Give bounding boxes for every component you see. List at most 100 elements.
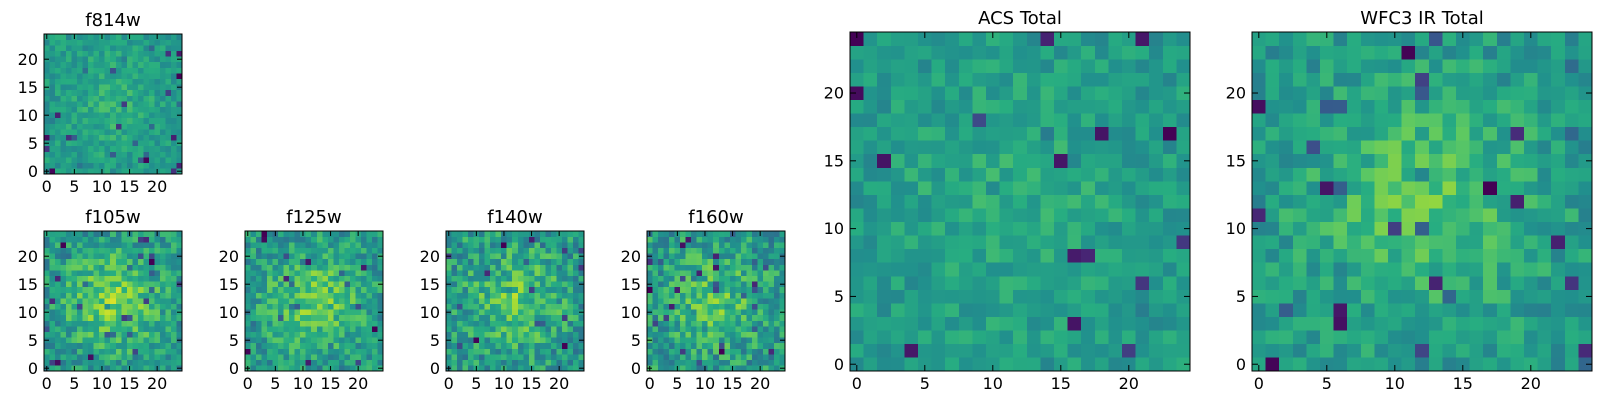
heatmap-cell [115, 162, 122, 169]
heatmap-cell [1081, 343, 1095, 358]
heatmap-cell [1388, 357, 1402, 372]
heatmap-cell [176, 247, 183, 254]
heatmap-cell [850, 248, 864, 263]
heatmap-cell [1279, 99, 1293, 114]
heatmap-cell [523, 343, 529, 349]
heatmap-cell [517, 247, 524, 254]
heatmap-cell [1149, 289, 1163, 304]
heatmap-cell [768, 326, 775, 332]
heatmap-cell [484, 359, 491, 366]
heatmap-cell [1122, 167, 1136, 182]
heatmap-cell [457, 309, 463, 316]
heatmap-cell [121, 162, 127, 169]
heatmap-cell [256, 264, 262, 271]
heatmap-cell [1149, 140, 1163, 155]
heatmap-cell [148, 162, 155, 169]
heatmap-cell [60, 331, 67, 338]
heatmap-cell [479, 331, 485, 338]
heatmap-cell [82, 326, 89, 332]
heatmap-cell [702, 359, 708, 366]
heatmap-cell [740, 354, 747, 360]
heatmap-cell [523, 326, 529, 332]
heatmap-cell [669, 337, 675, 344]
heatmap-cell [904, 303, 919, 317]
heatmap-cell [49, 343, 56, 349]
heatmap-cell [484, 354, 491, 360]
heatmap-cell [757, 281, 764, 288]
heatmap-cell [1442, 126, 1457, 141]
heatmap-cell [561, 354, 568, 360]
heatmap-cell [1428, 194, 1443, 209]
heatmap-cell [1054, 221, 1068, 236]
heatmap-cell [1360, 316, 1375, 331]
heatmap-cell [877, 181, 891, 195]
heatmap-cell [1176, 167, 1191, 182]
heatmap-cell [88, 281, 94, 288]
heatmap-cell [66, 123, 72, 130]
heatmap-cell [556, 242, 563, 248]
heatmap-cell [88, 365, 94, 372]
heatmap-cell [1135, 276, 1150, 290]
heatmap-cell [154, 45, 161, 51]
heatmap-cell [462, 326, 469, 332]
heatmap-cell [512, 320, 518, 327]
heatmap-cell [115, 287, 122, 293]
heatmap-cell [468, 270, 474, 276]
heatmap-cell [468, 337, 474, 344]
heatmap-cell [468, 303, 474, 310]
heatmap-cell [528, 320, 535, 327]
heatmap-cell [49, 309, 56, 316]
chart-title-f140w: f140w [487, 207, 542, 228]
heatmap-cell [1483, 208, 1497, 223]
heatmap-cell [663, 309, 670, 316]
heatmap-cell [143, 337, 150, 344]
heatmap-cell [55, 320, 61, 327]
heatmap-cell [1067, 113, 1082, 128]
heatmap-cell [691, 247, 697, 254]
heatmap-cell [165, 287, 172, 293]
heatmap-cell [121, 365, 127, 372]
heatmap-cell [1347, 194, 1361, 209]
heatmap-cell [159, 84, 166, 91]
heatmap-cell [718, 292, 725, 299]
heatmap-cell [355, 287, 362, 293]
heatmap-cell [261, 315, 268, 321]
heatmap-cell [77, 129, 83, 135]
heatmap-cell [344, 264, 351, 271]
heatmap-cell [176, 73, 183, 79]
heatmap-cell [1067, 330, 1082, 345]
heatmap-cell [338, 303, 345, 310]
heatmap-cell [1510, 72, 1525, 87]
heatmap-cell [170, 259, 177, 265]
heatmap-cell [311, 365, 317, 372]
heatmap-cell [278, 264, 284, 271]
heatmap-cell [702, 337, 708, 344]
heatmap-cell [82, 298, 89, 304]
heatmap-cell [904, 343, 919, 358]
heatmap-cell [972, 248, 987, 263]
heatmap-cell [1360, 262, 1375, 277]
heatmap-cell [1401, 262, 1416, 277]
heatmap-cell [850, 221, 864, 236]
heatmap-cell [1442, 276, 1457, 290]
heatmap-cell [1108, 167, 1123, 182]
heatmap-cell [115, 331, 122, 338]
heatmap-cell [283, 309, 290, 316]
heatmap-cell [49, 45, 56, 51]
heatmap-cell [1122, 140, 1136, 155]
heatmap-cell [729, 303, 736, 310]
heatmap-cell [1374, 221, 1389, 236]
heatmap-cell [506, 337, 513, 344]
heatmap-cell [278, 247, 284, 254]
heatmap-cell [674, 247, 681, 254]
heatmap-cell [371, 264, 378, 271]
heatmap-cell [757, 247, 764, 254]
heatmap-cell [1176, 45, 1191, 60]
heatmap-cell [66, 287, 72, 293]
heatmap-cell [132, 365, 139, 372]
heatmap-cell [154, 162, 161, 169]
heatmap-cell [958, 221, 973, 236]
heatmap-cell [278, 348, 284, 355]
